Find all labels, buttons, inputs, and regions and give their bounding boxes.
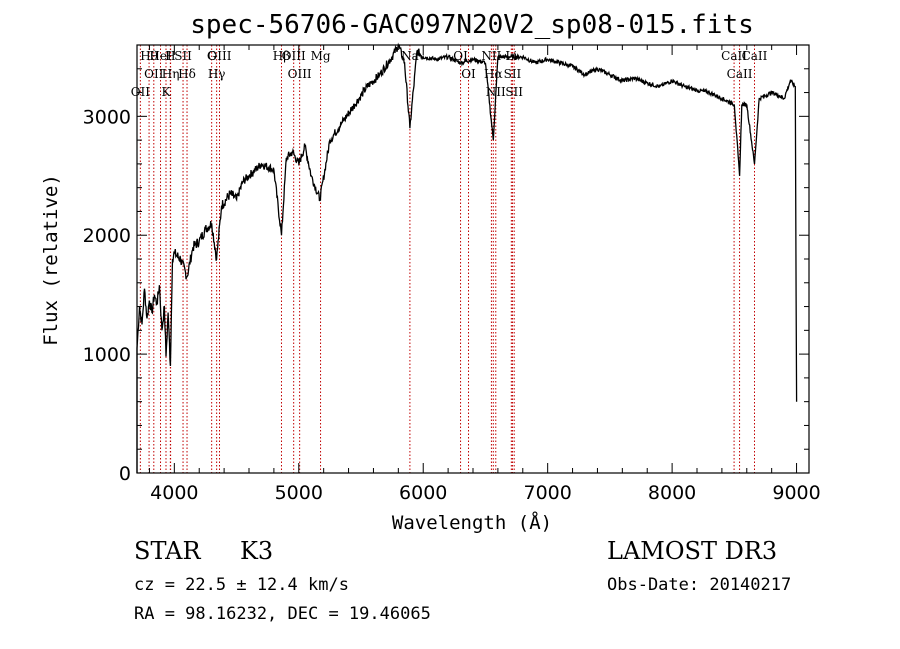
spectral-line-label-1: OII bbox=[144, 67, 164, 81]
spectrum-series-line bbox=[136, 42, 798, 473]
spectral-line-label-27: CaII bbox=[742, 49, 768, 63]
y-tick-label-3: 3000 bbox=[83, 106, 131, 128]
redshift-velocity: cz = 22.5 ± 12.4 km/s bbox=[134, 575, 349, 595]
spectral-line-label-3: HeI bbox=[149, 49, 172, 63]
x-tick-label-5: 9000 bbox=[772, 482, 820, 504]
survey-name: LAMOST DR3 bbox=[607, 537, 777, 565]
spectral-line-label-0: Hθ bbox=[140, 49, 158, 63]
x-tick-label-2: 6000 bbox=[399, 482, 447, 504]
spectral-line-label-15: Mg bbox=[311, 49, 331, 63]
chart-title: spec-56706-GAC097N20V2_sp08-015.fits bbox=[190, 10, 754, 40]
observation-date: Obs-Date: 20140217 bbox=[607, 575, 791, 595]
spectral-line-label-20: Hα bbox=[484, 67, 503, 81]
spectral-line-label-16: Na bbox=[401, 49, 419, 63]
x-tick-label-4: 8000 bbox=[648, 482, 696, 504]
spectral-line-label-7: SII bbox=[174, 49, 192, 63]
spectral-line-markers bbox=[139, 45, 755, 473]
spectral-line-label-23: SII bbox=[504, 67, 522, 81]
x-axis-ticks: 4000 5000 6000 7000 8000 9000 bbox=[148, 45, 821, 504]
spectral-line-label-24: SII bbox=[505, 85, 523, 99]
spectral-line-label-25: CaII bbox=[721, 49, 747, 63]
x-axis-label: Wavelength (Å) bbox=[392, 511, 552, 534]
spectral-line-label-14: OIII bbox=[288, 67, 312, 81]
y-axis-ticks: 0 1000 2000 3000 bbox=[83, 44, 809, 485]
x-tick-label-3: 7000 bbox=[523, 482, 571, 504]
spectral-line-label-26: CaII bbox=[727, 67, 753, 81]
spectral-line-label-12: Hβ bbox=[273, 49, 290, 63]
spectral-line-label-11: OIII bbox=[207, 49, 231, 63]
y-axis-label: Flux (relative) bbox=[40, 174, 62, 346]
ra-dec-coordinates: RA = 98.16232, DEC = 19.46065 bbox=[134, 604, 431, 624]
y-tick-label-1: 1000 bbox=[83, 344, 131, 366]
spectral-line-label-2: OII bbox=[131, 85, 151, 99]
spectral-line-label-5: K bbox=[162, 85, 172, 99]
object-class: STAR bbox=[134, 537, 201, 565]
spectral-line-label-13: OIII bbox=[282, 49, 306, 63]
spectral-line-label-4: Hη bbox=[162, 67, 180, 81]
spectral-line-label-9: G bbox=[207, 49, 217, 63]
object-subclass: K3 bbox=[240, 537, 273, 565]
spectral-line-label-18: OI bbox=[461, 67, 476, 81]
x-tick-label-1: 5000 bbox=[275, 482, 323, 504]
x-tick-label-0: 4000 bbox=[150, 482, 198, 504]
spectral-line-label-10: Hγ bbox=[208, 67, 226, 81]
y-tick-label-2: 2000 bbox=[83, 225, 131, 247]
footer-info: STAR K3 LAMOST DR3 cz = 22.5 ± 12.4 km/s… bbox=[134, 537, 791, 624]
y-tick-label-0: 0 bbox=[119, 463, 131, 485]
spectral-line-label-19: NII bbox=[481, 49, 501, 63]
spectral-line-label-8: Hδ bbox=[178, 67, 196, 81]
plot-frame bbox=[136, 44, 810, 474]
spectral-line-label-6: H bbox=[165, 49, 175, 63]
